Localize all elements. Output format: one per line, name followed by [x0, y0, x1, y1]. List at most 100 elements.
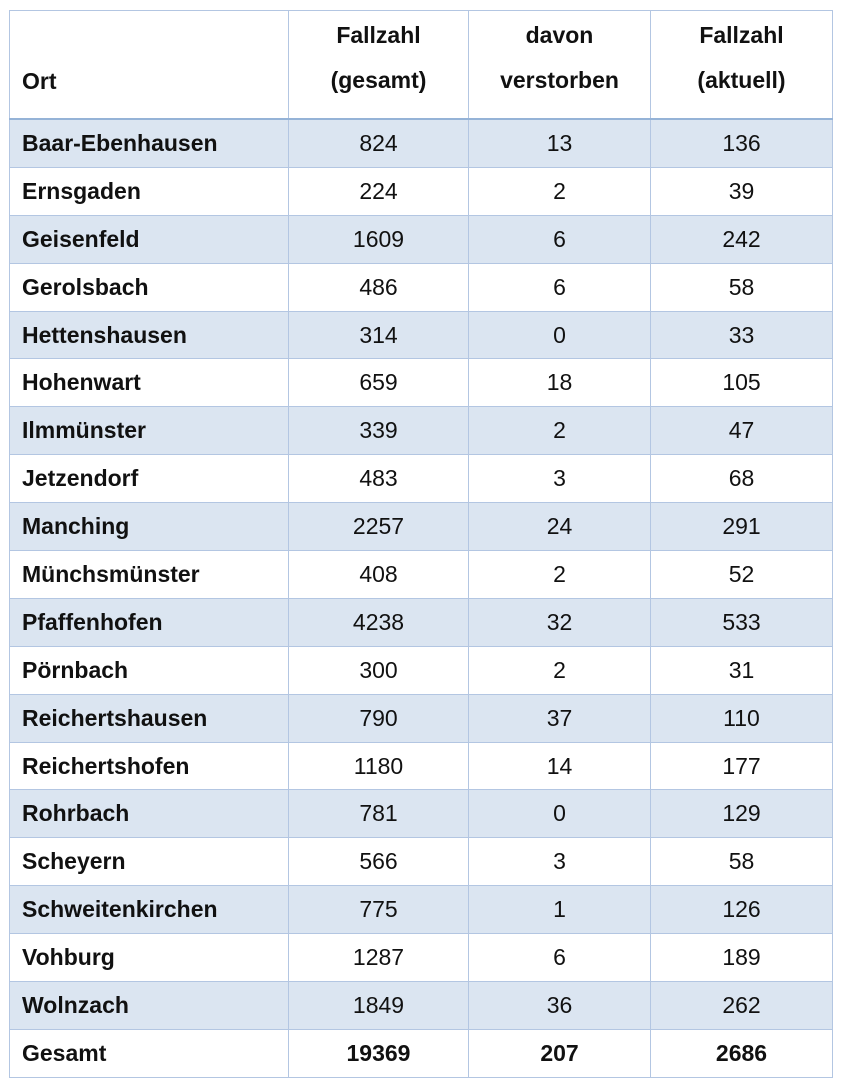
- header-fallzahl-aktuell: Fallzahl (aktuell): [650, 10, 833, 120]
- table-row: Reichertshausen 790 37 110: [9, 693, 833, 743]
- fallzahl-aktuell-cell: 58: [650, 837, 833, 887]
- header-line: (aktuell): [697, 67, 786, 93]
- verstorben-cell: 32: [468, 597, 651, 647]
- fallzahl-gesamt-cell: 2257: [288, 502, 469, 552]
- fallzahl-aktuell-cell: 533: [650, 597, 833, 647]
- fallzahl-gesamt-cell: 566: [288, 837, 469, 887]
- table-row: Wolnzach 1849 36 262: [9, 981, 833, 1030]
- header-line: (gesamt): [330, 67, 427, 93]
- verstorben-cell: 2: [468, 645, 651, 695]
- table-row: Pfaffenhofen 4238 32 533: [9, 597, 833, 647]
- fallzahl-gesamt-cell: 1287: [288, 933, 469, 983]
- ort-cell: Ilmmünster: [9, 406, 289, 456]
- fallzahl-gesamt-cell: 339: [288, 406, 469, 456]
- fallzahl-gesamt-cell: 224: [288, 166, 469, 216]
- header-line: Fallzahl: [699, 22, 784, 48]
- verstorben-cell: 24: [468, 502, 651, 552]
- fallzahl-aktuell-cell: 291: [650, 502, 833, 552]
- fallzahl-gesamt-cell: 790: [288, 693, 469, 743]
- table-row: Geisenfeld 1609 6 242: [9, 214, 833, 264]
- header-line: davon: [525, 22, 594, 48]
- verstorben-cell: 2: [468, 166, 651, 216]
- fallzahl-gesamt-cell: 4238: [288, 597, 469, 647]
- verstorben-cell: 3: [468, 454, 651, 504]
- ort-cell: Gesamt: [9, 1028, 289, 1078]
- ort-cell: Ernsgaden: [9, 166, 289, 216]
- header-line: Fallzahl: [336, 22, 421, 48]
- table-row: Pörnbach 300 2 31: [9, 645, 833, 695]
- ort-cell: Pfaffenhofen: [9, 597, 289, 647]
- verstorben-cell: 2: [468, 550, 651, 599]
- verstorben-cell: 18: [468, 358, 651, 408]
- table-row: Scheyern 566 3 58: [9, 837, 833, 887]
- ort-cell: Pörnbach: [9, 645, 289, 695]
- fallzahl-aktuell-cell: 68: [650, 454, 833, 504]
- fallzahl-gesamt-cell: 408: [288, 550, 469, 599]
- table-row: Rohrbach 781 0 129: [9, 789, 833, 839]
- verstorben-cell: 13: [468, 118, 651, 168]
- verstorben-cell: 3: [468, 837, 651, 887]
- ort-cell: Geisenfeld: [9, 214, 289, 264]
- header-row: Ort Fallzahl (gesamt) davon verstorben Fal…: [9, 10, 833, 120]
- fallzahl-aktuell-cell: 33: [650, 310, 833, 360]
- verstorben-cell: 37: [468, 693, 651, 743]
- ort-cell: Baar-Ebenhausen: [9, 118, 289, 168]
- ort-cell: Münchsmünster: [9, 550, 289, 599]
- verstorben-cell: 0: [468, 789, 651, 839]
- ort-cell: Jetzendorf: [9, 454, 289, 504]
- fallzahl-gesamt-cell: 1180: [288, 741, 469, 791]
- fallzahl-aktuell-cell: 2686: [650, 1028, 833, 1078]
- fallzahl-aktuell-cell: 129: [650, 789, 833, 839]
- case-table: Ort Fallzahl (gesamt) davon verstorben Fal…: [9, 10, 833, 1078]
- header-line: verstorben: [500, 67, 619, 93]
- table-row: Jetzendorf 483 3 68: [9, 454, 833, 504]
- ort-cell: Scheyern: [9, 837, 289, 887]
- ort-cell: Wolnzach: [9, 981, 289, 1030]
- fallzahl-aktuell-cell: 262: [650, 981, 833, 1030]
- fallzahl-gesamt-cell: 1849: [288, 981, 469, 1030]
- fallzahl-aktuell-cell: 58: [650, 262, 833, 312]
- table-row: Reichertshofen 1180 14 177: [9, 741, 833, 791]
- verstorben-cell: 0: [468, 310, 651, 360]
- fallzahl-gesamt-cell: 824: [288, 118, 469, 168]
- fallzahl-gesamt-cell: 775: [288, 885, 469, 935]
- table-row: Hohenwart 659 18 105: [9, 358, 833, 408]
- table-row: Hettenshausen 314 0 33: [9, 310, 833, 360]
- ort-cell: Gerolsbach: [9, 262, 289, 312]
- fallzahl-aktuell-cell: 136: [650, 118, 833, 168]
- verstorben-cell: 207: [468, 1028, 651, 1078]
- table-row: Gerolsbach 486 6 58: [9, 262, 833, 312]
- verstorben-cell: 36: [468, 981, 651, 1030]
- ort-cell: Rohrbach: [9, 789, 289, 839]
- ort-cell: Schweitenkirchen: [9, 885, 289, 935]
- table-row: Manching 2257 24 291: [9, 502, 833, 552]
- fallzahl-aktuell-cell: 39: [650, 166, 833, 216]
- fallzahl-aktuell-cell: 47: [650, 406, 833, 456]
- fallzahl-aktuell-cell: 177: [650, 741, 833, 791]
- fallzahl-gesamt-cell: 19369: [288, 1028, 469, 1078]
- table-row: Ilmmünster 339 2 47: [9, 406, 833, 456]
- ort-cell: Reichertshausen: [9, 693, 289, 743]
- table-row: Baar-Ebenhausen 824 13 136: [9, 118, 833, 168]
- verstorben-cell: 2: [468, 406, 651, 456]
- fallzahl-aktuell-cell: 52: [650, 550, 833, 599]
- fallzahl-gesamt-cell: 300: [288, 645, 469, 695]
- verstorben-cell: 1: [468, 885, 651, 935]
- fallzahl-aktuell-cell: 189: [650, 933, 833, 983]
- verstorben-cell: 6: [468, 214, 651, 264]
- fallzahl-aktuell-cell: 105: [650, 358, 833, 408]
- fallzahl-gesamt-cell: 483: [288, 454, 469, 504]
- verstorben-cell: 6: [468, 262, 651, 312]
- table-row: Vohburg 1287 6 189: [9, 933, 833, 983]
- fallzahl-aktuell-cell: 126: [650, 885, 833, 935]
- fallzahl-gesamt-cell: 781: [288, 789, 469, 839]
- ort-cell: Reichertshofen: [9, 741, 289, 791]
- header-ort: Ort: [9, 10, 289, 120]
- table-row: Münchsmünster 408 2 52: [9, 550, 833, 599]
- fallzahl-gesamt-cell: 1609: [288, 214, 469, 264]
- fallzahl-aktuell-cell: 110: [650, 693, 833, 743]
- verstorben-cell: 6: [468, 933, 651, 983]
- header-davon-verstorben: davon verstorben: [468, 10, 651, 120]
- fallzahl-aktuell-cell: 31: [650, 645, 833, 695]
- total-row: Gesamt 19369 207 2686: [9, 1028, 833, 1078]
